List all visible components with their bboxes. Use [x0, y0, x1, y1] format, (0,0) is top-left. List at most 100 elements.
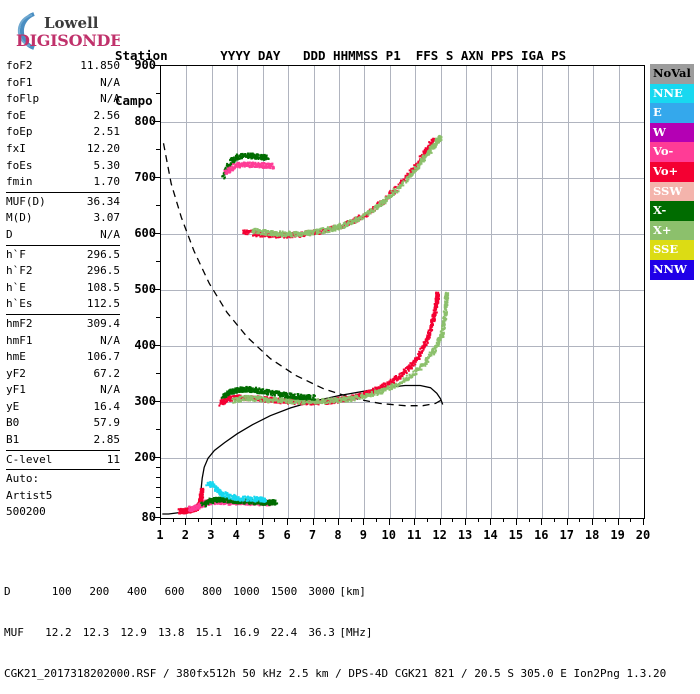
param-name: yE: [6, 399, 20, 413]
param-name: foEp: [6, 125, 33, 139]
header-col-4: HHMMSS: [333, 48, 379, 63]
x-axis-label: 15: [508, 528, 524, 542]
x-axis-minor-tick: [224, 519, 225, 522]
param-row-mufd: MUF(D) 36.34: [4, 194, 122, 211]
plot-gridlines: [161, 66, 644, 518]
footer-distance-value-4: 800: [202, 585, 223, 599]
param-row-hmf1: hmF1 N/A: [4, 333, 122, 350]
param-value: 11: [106, 452, 120, 466]
ionogram-plot-area[interactable]: [160, 65, 645, 519]
y-axis-minor-tick: [156, 497, 160, 498]
x-axis-major-tick: [516, 519, 517, 525]
param-value: 106.7: [86, 350, 120, 364]
y-axis-label: 900: [134, 58, 156, 72]
header-col-5: P1: [385, 48, 401, 63]
footer-distance-value-0: 100: [51, 585, 72, 599]
gridline-vertical: [186, 66, 187, 518]
param-value: 2.56: [93, 108, 121, 122]
legend-item-e[interactable]: E: [650, 103, 694, 123]
x-axis-label: 10: [381, 528, 396, 542]
x-axis-minor-tick: [630, 519, 631, 522]
x-axis-minor-tick: [376, 519, 377, 522]
x-axis-ticks: [160, 519, 645, 526]
param-value: 296.5: [86, 247, 120, 261]
x-axis-label: 2: [181, 528, 190, 542]
legend-item-sse[interactable]: SSE: [650, 240, 694, 260]
param-separator: [6, 469, 120, 471]
x-axis-minor-tick: [274, 519, 275, 522]
gridline-vertical: [415, 66, 416, 518]
param-name: M(D): [6, 211, 33, 225]
y-axis-major-tick: [153, 121, 160, 122]
param-row-hf2: h`F2 296.5: [4, 263, 122, 280]
y-axis-label: 500: [134, 282, 156, 297]
legend-item-vo[interactable]: Vo-: [650, 142, 694, 162]
header-col-11: PS: [551, 48, 567, 63]
gridline-vertical: [288, 66, 289, 518]
x-axis-label: 6: [283, 528, 291, 542]
gridline-vertical: [517, 66, 518, 518]
gridline-vertical: [542, 66, 543, 518]
param-name: hmF1: [6, 333, 33, 347]
x-axis-major-tick: [618, 519, 619, 525]
footer-muf-unit: [MHz]: [339, 625, 373, 639]
legend-item-ssw[interactable]: SSW: [650, 181, 694, 202]
y-axis-label: 80: [141, 510, 156, 524]
param-value: 16.4: [93, 399, 121, 413]
x-axis-major-tick: [567, 519, 568, 525]
header-col-10: IGA: [521, 48, 544, 63]
y-axis-major-tick: [153, 233, 160, 234]
legend-item-nne[interactable]: NNE: [650, 83, 694, 104]
x-axis-major-tick: [262, 519, 263, 525]
y-axis-minor-tick: [156, 507, 160, 508]
x-axis-label: 20: [635, 528, 651, 542]
param-row-yf1: yF1 N/A: [4, 382, 122, 399]
gridline-vertical: [263, 66, 264, 518]
footer-muf-name: MUF: [4, 625, 24, 639]
footer-distance-value-6: 1500: [270, 585, 298, 599]
x-axis-minor-tick: [325, 519, 326, 522]
footer-muf-value-0: 12.2: [45, 625, 72, 639]
x-axis-label: 14: [483, 528, 498, 542]
gridline-vertical: [339, 66, 340, 518]
x-axis-label: 18: [584, 528, 600, 542]
y-axis-label: 600: [134, 226, 156, 241]
legend-item-w[interactable]: W: [650, 122, 694, 143]
y-axis-label: 200: [134, 450, 156, 465]
legend-item-vo[interactable]: Vo+: [650, 161, 694, 182]
param-separator: [6, 313, 120, 315]
legend-item-x[interactable]: X+: [650, 220, 694, 241]
y-axis-major-tick: [153, 345, 160, 346]
footer-distance-value-7: 3000: [308, 585, 335, 599]
param-value: 11.850: [80, 59, 120, 72]
legend-item-noval[interactable]: NoVal: [650, 64, 694, 84]
param-value: N/A: [100, 75, 120, 89]
param-value: 296.5: [86, 264, 120, 278]
header-col-1: YYYY: [220, 48, 251, 63]
legend-item-nnw[interactable]: NNW: [650, 259, 694, 280]
x-axis-minor-tick: [478, 519, 479, 522]
x-axis-major-tick: [643, 519, 644, 525]
header-column-row: Station YYYY DAY DDD HHMMSS P1 FFS S AXN PPS IGA PS: [115, 48, 574, 63]
x-axis-major-tick: [490, 519, 491, 525]
x-axis-label: 5: [258, 528, 266, 542]
gridline-vertical: [466, 66, 467, 518]
param-value: N/A: [100, 383, 120, 397]
header-col-0: Station: [115, 48, 168, 63]
footer-distance-value-1: 200: [89, 585, 110, 599]
param-value: 12.20: [86, 141, 120, 155]
gridline-vertical: [364, 66, 365, 518]
x-axis-major-tick: [465, 519, 466, 525]
param-name: h`Es: [6, 297, 33, 311]
y-axis-minor-tick: [156, 477, 160, 478]
x-axis-major-tick: [541, 519, 542, 525]
header-col-3: DDD: [302, 48, 326, 63]
param-row-hmf2: hmF2 309.4: [4, 316, 122, 333]
param-value: N/A: [100, 333, 120, 347]
x-axis-major-tick: [440, 519, 441, 525]
legend-item-x[interactable]: X-: [650, 201, 694, 221]
footer-distance-value-3: 600: [164, 585, 185, 599]
param-row-he: h`E 108.5: [4, 280, 122, 297]
y-axis-major-tick: [153, 401, 160, 402]
polarization-legend[interactable]: NoVal NNE E W Vo- Vo+ SSW X- X+ SSE NNW: [650, 64, 694, 280]
